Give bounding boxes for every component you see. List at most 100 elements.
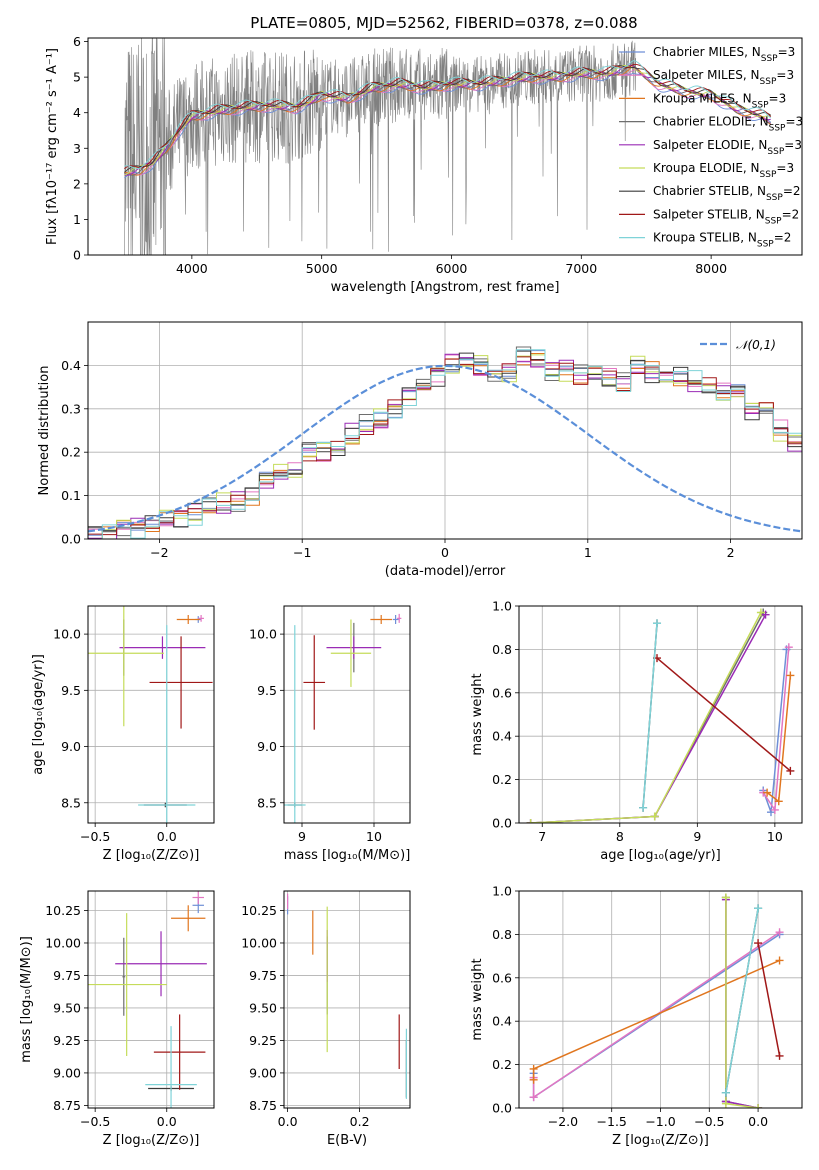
x-axis-label: wavelength [Angstrom, rest frame] [331, 280, 560, 295]
tick-label-y: 9.75 [53, 968, 81, 983]
model-spectrum-8 [124, 60, 772, 169]
x-axis-label: Z [log₁₀(Z/Z⊙)] [103, 848, 200, 863]
tick-label-x: 8 [616, 829, 624, 844]
tick-label-y: 0.8 [492, 642, 512, 657]
legend-nssp: =3 [776, 161, 794, 175]
tick-label-x: 9 [693, 829, 701, 844]
axes-frame [87, 605, 215, 824]
legend-nssp: =3 [776, 68, 794, 82]
panel-age-vs-mass: 9 10 8.5 9.0 9.5 10.0 mass [log₁₀(M/M⊙)] [249, 605, 411, 863]
plot-area-age-vs-Z [88, 606, 213, 823]
legend-subscript: SSP [760, 170, 777, 180]
tick-label-y: 0.4 [492, 729, 512, 744]
weight-line-5 [530, 612, 762, 823]
residual-histogram-2 [88, 353, 802, 539]
residual-histogram-3 [88, 346, 802, 537]
y-axis-label: Normed distribution [37, 366, 52, 496]
legend-subscript: SSP [757, 240, 774, 250]
weight-marker-2 [774, 797, 783, 806]
panel-residuals: −2 −1 0 1 2 0.0 0.1 0.2 0.3 0.4 (data-model)/error… [37, 321, 803, 579]
tick-label-x: 0.2 [350, 1114, 370, 1129]
weight-marker-5 [756, 608, 765, 617]
y-axis-label: Flux [fλ10⁻¹⁷ erg cm⁻² s⁻¹ A⁻¹] [45, 48, 60, 245]
weight-marker-8 [639, 803, 648, 812]
model-spectrum-1 [124, 69, 772, 176]
y-axis-label: mass weight [470, 958, 485, 1040]
weight-marker-5 [754, 1104, 763, 1108]
weight-marker-5 [526, 819, 535, 823]
panel-weight-vs-age: 7 8 9 10 0.0 0.2 0.4 0.6 0.8 1.0 age [log₁₀(age/yr… [470, 599, 803, 863]
panel-spectrum: 4000 5000 6000 7000 8000 0 1 2 3 4 5 6 wavelength [A… [45, 34, 803, 295]
legend-entry-3: Chabrier ELODIE, NSSP=3 [653, 115, 803, 134]
panel-mass-vs-Z: −0.5 0.0 8.75 9.00 9.25 9.50 9.75 10.00 10.25 Z [… [19, 890, 215, 1148]
weight-marker-1 [784, 643, 793, 652]
tick-label-y: 0.4 [492, 1014, 512, 1029]
residual-histogram-4 [88, 353, 802, 539]
weight-line-8 [725, 908, 759, 1093]
weight-line-2 [532, 959, 780, 1080]
tick-label-y: 10.0 [249, 627, 277, 642]
plot-area-age-vs-mass [284, 613, 402, 823]
legend-entry-6: Chabrier STELIB, NSSP=2 [653, 184, 801, 203]
normal-curve [88, 364, 802, 533]
tick-label-y: 8.5 [61, 795, 81, 810]
legend-nssp: =3 [785, 115, 803, 129]
model-spectrum-6 [124, 65, 772, 173]
legend-subscript: SSP [767, 147, 784, 157]
legend-nssp: =3 [778, 45, 796, 59]
plot-area-mass-vs-EBV [287, 893, 407, 1099]
tick-label-x: 0.0 [278, 1114, 298, 1129]
x-axis-label: age [log₁₀(age/yr)] [600, 848, 721, 863]
model-spectrum-7 [124, 63, 772, 169]
tick-label-y: 0.3 [61, 401, 81, 416]
tick-label-y: 0 [73, 248, 81, 263]
legend-nssp: =2 [782, 207, 800, 221]
tick-label-y: 10.25 [45, 903, 81, 918]
tick-label-x: 7 [538, 829, 546, 844]
weight-marker-2 [529, 1064, 538, 1073]
tick-label-y: 5 [73, 70, 81, 85]
y-axis-label: mass weight [470, 673, 485, 755]
tick-label-y: 3 [73, 141, 81, 156]
tick-label-y: 0.4 [61, 358, 81, 373]
weight-marker-2 [529, 1075, 538, 1084]
legend-nssp: =2 [774, 231, 792, 245]
weight-marker-2 [763, 788, 772, 797]
weight-marker-2 [775, 956, 784, 965]
model-spectrum-2 [124, 66, 772, 176]
observed-spectrum [124, 38, 636, 255]
weight-line-4 [530, 614, 767, 823]
tick-label-y: 0.1 [61, 488, 81, 503]
plot-area-mass-vs-Z [88, 891, 207, 1108]
x-axis-label: mass [log₁₀(M/M⊙)] [284, 848, 411, 863]
weight-marker-5 [721, 893, 730, 902]
tick-label-y: 9.5 [61, 683, 81, 698]
residual-histogram-1 [88, 354, 802, 539]
tick-label-x: 0.0 [157, 829, 177, 844]
weight-marker-8 [653, 619, 662, 628]
tick-label-y: 4 [73, 105, 81, 120]
tick-label-x: −0.5 [80, 1114, 110, 1129]
tick-label-x: −1 [293, 545, 311, 560]
tick-label-y: 0.0 [492, 1101, 512, 1116]
tick-label-y: 2 [73, 176, 81, 191]
tick-label-y: 8.75 [249, 1098, 277, 1113]
y-axis-label: mass [log₁₀(M/M⊙)] [19, 936, 34, 1063]
tick-label-x: 1 [584, 545, 592, 560]
tick-label-x: 9 [298, 829, 306, 844]
tick-label-y: 1 [73, 212, 81, 227]
x-axis-label: (data-model)/error [385, 564, 506, 579]
legend-entry-2: Kroupa MILES, NSSP=3 [653, 91, 786, 110]
weight-marker-5 [721, 1099, 730, 1108]
legend-normal-label: 𝒩(0,1) [736, 338, 776, 352]
weight-marker-7 [754, 939, 763, 948]
tick-label-y: 9.00 [53, 1065, 81, 1080]
tick-label-y: 8.75 [53, 1098, 81, 1113]
tick-label-x: −2 [150, 545, 168, 560]
tick-label-y: 9.75 [249, 968, 277, 983]
tick-label-y: 10.0 [53, 627, 81, 642]
legend-entry-7: Salpeter STELIB, NSSP=2 [653, 207, 799, 226]
tick-label-x: 5000 [306, 261, 338, 276]
tick-label-y: 9.50 [249, 1000, 277, 1015]
legend-nssp: =3 [784, 138, 802, 152]
